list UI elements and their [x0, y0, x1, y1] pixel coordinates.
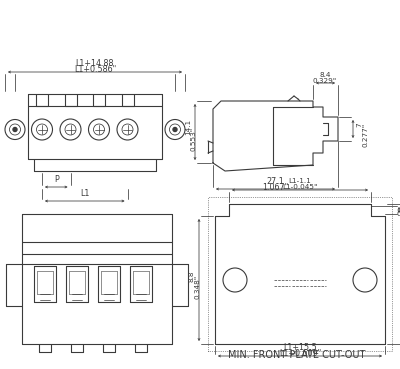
- Text: P: P: [54, 176, 59, 184]
- Text: 8.4: 8.4: [319, 72, 331, 78]
- Text: 0.277": 0.277": [362, 123, 368, 147]
- Circle shape: [173, 128, 177, 131]
- Text: 14.1: 14.1: [185, 119, 191, 135]
- Text: L1+0.586": L1+0.586": [74, 66, 116, 75]
- Text: MIN. FRONT PLATE CUT-OUT: MIN. FRONT PLATE CUT-OUT: [228, 350, 366, 360]
- Text: L1-0.045": L1-0.045": [282, 184, 318, 190]
- Bar: [208, 197, 392, 351]
- Text: 7: 7: [356, 123, 362, 127]
- Circle shape: [13, 128, 17, 131]
- Text: 0.096": 0.096": [397, 211, 400, 217]
- Text: 8.8: 8.8: [188, 270, 194, 282]
- Text: 1.067": 1.067": [262, 183, 288, 192]
- Text: L1-1.1: L1-1.1: [289, 178, 311, 184]
- Text: L1+0.609": L1+0.609": [279, 348, 321, 358]
- Text: 0.553": 0.553": [191, 127, 197, 151]
- Text: 27.1: 27.1: [266, 176, 284, 186]
- Text: L1+15.5: L1+15.5: [283, 342, 317, 352]
- Text: 0.329": 0.329": [313, 78, 337, 84]
- Text: 0.348": 0.348": [194, 275, 200, 299]
- Text: L1: L1: [80, 190, 90, 199]
- Text: L1+14.88: L1+14.88: [76, 59, 114, 69]
